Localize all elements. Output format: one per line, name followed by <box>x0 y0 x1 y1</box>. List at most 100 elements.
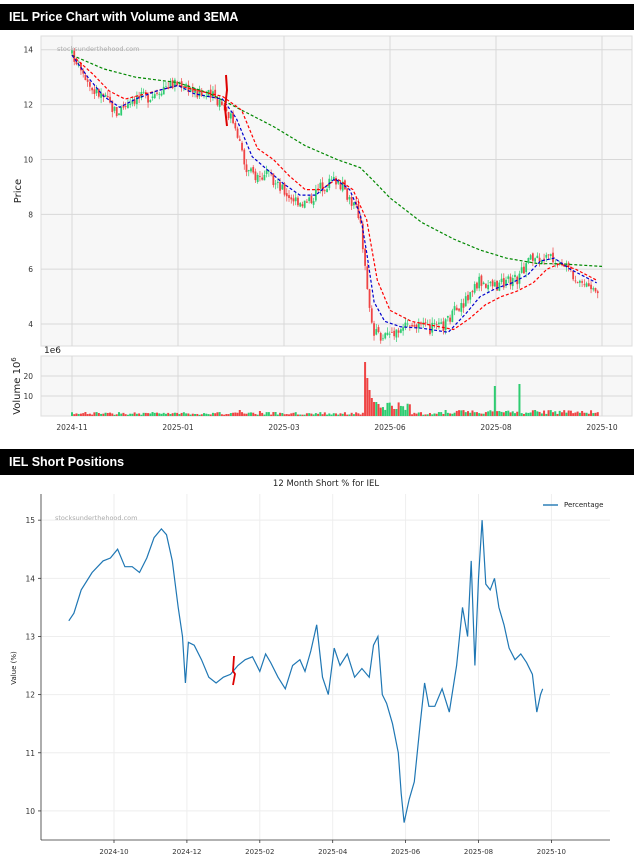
candle-body <box>279 182 281 191</box>
volume-bar <box>516 411 519 416</box>
candle-body <box>156 92 158 94</box>
volume-bar <box>113 414 116 416</box>
candle-body <box>397 330 400 333</box>
candle-body <box>142 91 145 93</box>
candle-body <box>543 258 545 260</box>
volume-bar <box>424 414 427 416</box>
candle-body <box>545 254 548 258</box>
candle-body <box>424 322 427 324</box>
candle-body <box>520 267 523 273</box>
annotation-marker <box>232 655 236 686</box>
volume-bar <box>522 413 525 416</box>
candle-body <box>413 325 416 327</box>
candle-body <box>500 278 503 283</box>
y-axis-label: Value (%) <box>10 651 18 685</box>
volume-bar <box>131 413 134 416</box>
candle-body <box>292 198 295 202</box>
candle-body <box>225 107 228 112</box>
price-y-tick-label: 4 <box>28 320 33 329</box>
candle-body <box>220 101 223 106</box>
watermark: stocksunderthehood.com <box>55 514 138 522</box>
volume-bar <box>299 414 302 416</box>
candle-body <box>272 173 275 186</box>
volume-bar <box>352 414 355 416</box>
candle-body <box>106 96 109 98</box>
volume-bar <box>149 413 152 416</box>
volume-bar <box>142 412 145 416</box>
candle-body <box>339 182 342 190</box>
candle-body <box>370 308 373 323</box>
volume-bar <box>77 413 80 416</box>
candle-body <box>234 122 237 129</box>
x-tick-label: 2025-10 <box>586 423 618 432</box>
candle-body <box>276 181 279 184</box>
candle-body <box>592 288 595 290</box>
volume-bar <box>502 412 505 416</box>
candle-body <box>138 95 141 99</box>
x-tick-label: 2025-06 <box>374 423 406 432</box>
candle-body <box>100 93 102 98</box>
candle-body <box>71 50 73 54</box>
candle-body <box>455 307 458 311</box>
y-tick-label: 13 <box>25 632 35 641</box>
candle-body <box>527 258 530 263</box>
candle-body <box>250 168 252 172</box>
volume-bar <box>422 414 425 416</box>
volume-bar <box>388 402 391 416</box>
candle-body <box>308 197 311 202</box>
volume-bar <box>140 414 143 416</box>
candle-body <box>180 81 183 88</box>
percentage-series-line <box>68 520 544 823</box>
volume-bar <box>319 412 322 416</box>
price-y-tick-label: 10 <box>23 155 33 164</box>
volume-bar <box>399 405 402 416</box>
volume-bar <box>160 413 163 416</box>
volume-bar <box>583 412 586 416</box>
volume-bar <box>491 411 494 416</box>
candle-body <box>198 88 201 97</box>
ema-slow-line <box>71 54 603 267</box>
candle-body <box>332 176 335 180</box>
volume-bar <box>265 412 268 416</box>
candle-body <box>420 322 422 325</box>
price-y-tick-label: 12 <box>23 101 33 110</box>
candle-body <box>523 266 525 274</box>
candle-body <box>274 183 277 185</box>
volume-bar <box>384 409 387 416</box>
candle-body <box>80 62 82 71</box>
candle-body <box>576 282 579 284</box>
volume-bar <box>379 407 382 416</box>
candle-body <box>214 89 217 98</box>
candle-body <box>144 92 147 94</box>
candle-body <box>415 324 418 329</box>
volume-bar <box>310 413 313 416</box>
volume-bar <box>229 413 232 416</box>
candle-body <box>113 106 116 111</box>
candle-body <box>303 200 306 208</box>
volume-bar <box>442 413 445 416</box>
candle-body <box>444 319 447 331</box>
volume-bar <box>462 410 465 416</box>
candle-body <box>189 88 192 92</box>
volume-bar <box>406 403 409 416</box>
volume-bar <box>527 412 530 416</box>
volume-bar <box>330 414 333 416</box>
volume-bar <box>543 410 546 416</box>
volume-bar <box>377 404 380 416</box>
candle-body <box>321 182 324 192</box>
volume-bar <box>469 412 472 416</box>
price-y-tick-label: 6 <box>28 265 33 274</box>
volume-bar <box>211 412 214 416</box>
x-tick-label: 2025-08 <box>480 423 512 432</box>
candle-body <box>243 149 246 165</box>
volume-bar <box>386 402 389 416</box>
candle-body <box>131 100 134 104</box>
volume-bar <box>408 404 411 416</box>
candle-body <box>368 289 371 308</box>
volume-bar <box>296 414 299 416</box>
volume-bar <box>323 412 326 416</box>
volume-bar <box>435 413 438 416</box>
volume-bar <box>471 410 474 416</box>
candle-body <box>435 324 438 326</box>
volume-bar <box>189 414 192 416</box>
